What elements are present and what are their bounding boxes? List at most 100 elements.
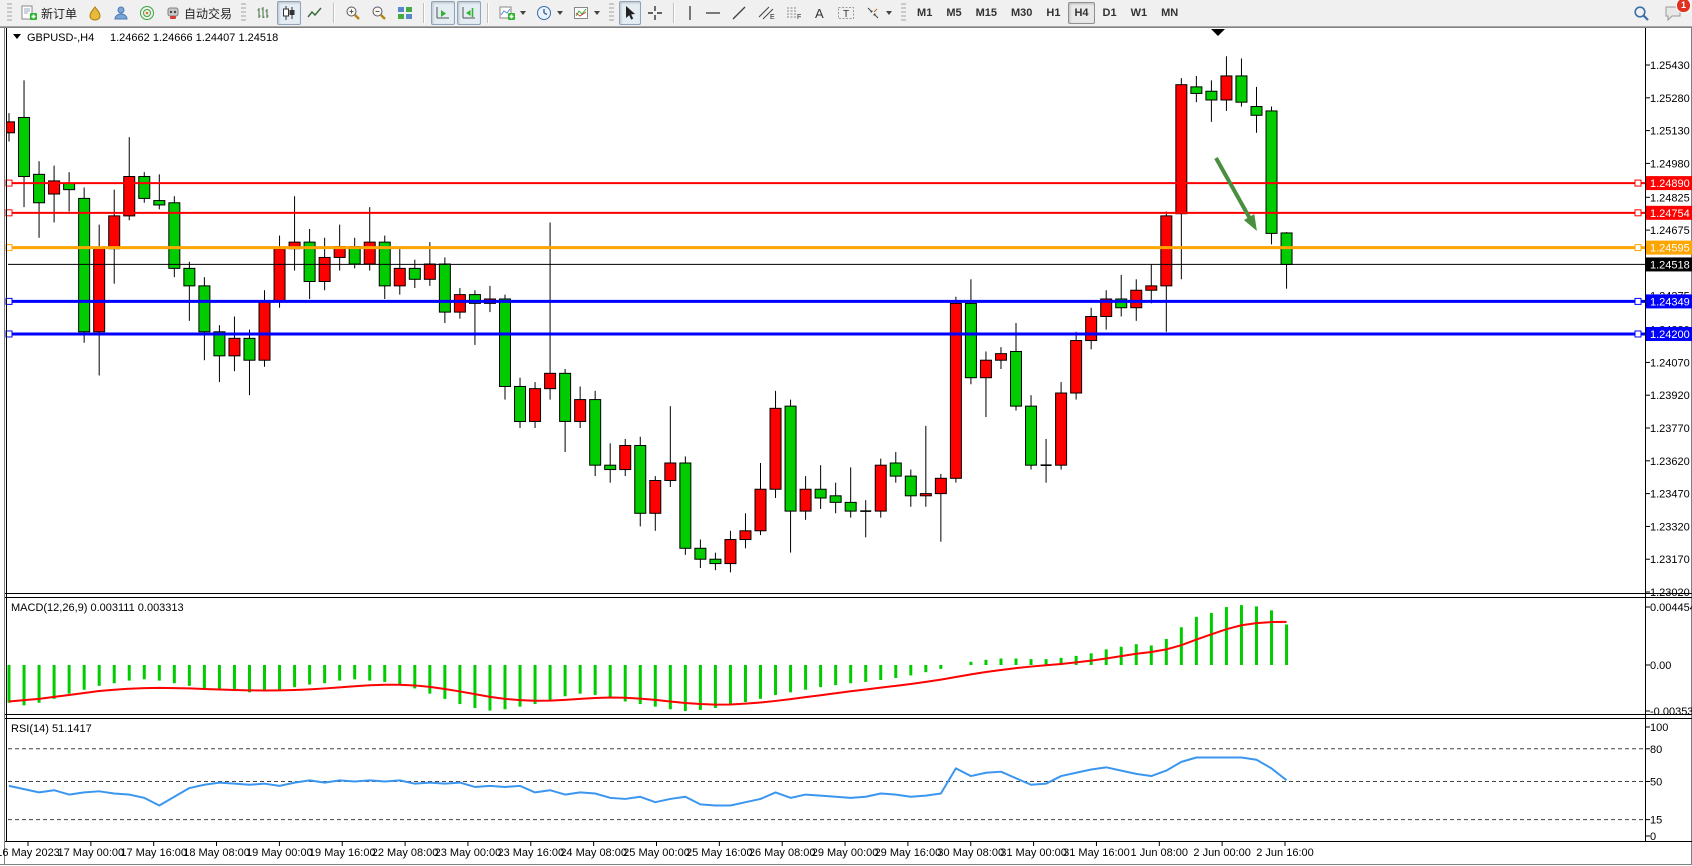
time-tick-label: 31 May 00:00 xyxy=(1000,847,1067,859)
bar-chart-type-button[interactable] xyxy=(251,1,275,25)
timeframe-d1-button[interactable]: D1 xyxy=(1102,7,1117,19)
candle-bull xyxy=(363,241,376,265)
svg-text:A: A xyxy=(815,6,824,21)
templates-button[interactable] xyxy=(569,1,604,25)
candle-bull xyxy=(919,493,932,497)
time-tick-label: 19 May 16:00 xyxy=(309,847,376,859)
chart-shift-button[interactable] xyxy=(457,1,482,25)
auto-scroll-button[interactable] xyxy=(431,1,456,25)
main-toolbar: 新订单 自动交易 xyxy=(0,0,1692,27)
text-a-icon: A xyxy=(813,5,827,21)
candle-bull xyxy=(874,464,887,512)
timeframe-h1-button[interactable]: H1 xyxy=(1046,7,1061,19)
toolbar-grip[interactable] xyxy=(7,3,12,23)
notifications-button[interactable]: 1 xyxy=(1660,0,1691,25)
text-label-icon: T xyxy=(837,5,855,21)
search-icon xyxy=(1633,5,1650,22)
equidistant-channel-tool-button[interactable]: E xyxy=(753,1,779,25)
candle-bear xyxy=(589,399,602,466)
line-anchor-right[interactable] xyxy=(1634,297,1642,305)
line-anchor-right[interactable] xyxy=(1634,179,1642,187)
candle-bear xyxy=(1265,110,1278,234)
price-line-1.24890[interactable] xyxy=(5,179,1645,187)
cursor-button[interactable] xyxy=(619,1,642,25)
fibonacci-tool-button[interactable]: F xyxy=(781,1,807,25)
text-label-tool-button[interactable]: T xyxy=(833,1,859,25)
price-badge-label: 1.24518 xyxy=(1650,259,1690,271)
tile-windows-icon xyxy=(397,5,413,21)
symbol-dropdown-icon[interactable] xyxy=(13,34,21,39)
candle-bear xyxy=(438,263,451,313)
candle-bear xyxy=(78,197,91,333)
vertical-line-tool-button[interactable] xyxy=(681,1,699,25)
toolbar-grip[interactable] xyxy=(901,3,907,23)
horizontal-line-tool-button[interactable] xyxy=(701,1,725,25)
quotes-button[interactable] xyxy=(83,1,107,25)
time-tick-label: 22 May 08:00 xyxy=(372,847,439,859)
new-order-button[interactable]: 新订单 xyxy=(17,1,81,25)
candle-bear xyxy=(514,385,527,422)
zoom-in-button[interactable] xyxy=(341,1,365,25)
candle-bull xyxy=(228,337,241,357)
signals-button[interactable] xyxy=(135,1,159,25)
rsi-panel[interactable]: 100 80 50 15 0 RSI(14) 51.1417 xyxy=(8,722,1668,843)
svg-text:F: F xyxy=(797,14,801,21)
price-tick-label: 1.23620 xyxy=(1650,456,1690,468)
line-chart-type-button[interactable] xyxy=(303,1,327,25)
price-line-1.24595[interactable] xyxy=(5,244,1645,252)
trendline-tool-button[interactable] xyxy=(727,1,751,25)
add-indicator-button[interactable] xyxy=(495,1,530,25)
macd-panel[interactable]: MACD(12,26,9) 0.003111 0.003313 0.004454 0… xyxy=(7,602,1692,718)
timeframe-m5-button[interactable]: M5 xyxy=(946,7,962,19)
timeframe-mn-button[interactable]: MN xyxy=(1161,7,1179,19)
candle-bull xyxy=(544,372,557,390)
autotrade-button[interactable]: 自动交易 xyxy=(161,1,236,25)
timeframe-m15-button[interactable]: M15 xyxy=(975,7,997,19)
chart-shift-marker-icon[interactable] xyxy=(1211,29,1225,36)
crosshair-button[interactable] xyxy=(643,1,667,25)
chart-canvas[interactable]: GBPUSD-,H4 1.24662 1.24666 1.24407 1.2451… xyxy=(0,27,1692,866)
line-anchor-right[interactable] xyxy=(1634,330,1642,338)
candle-bear xyxy=(694,547,707,560)
periods-button[interactable] xyxy=(532,1,567,25)
toolbar-grip[interactable] xyxy=(609,3,615,23)
time-tick-label: 23 May 00:00 xyxy=(435,847,502,859)
fibonacci-icon: F xyxy=(785,5,803,21)
candle-bull xyxy=(934,477,947,495)
candle-bull xyxy=(48,180,61,195)
time-tick-label: 18 May 08:00 xyxy=(183,847,250,859)
candle-bear xyxy=(33,173,46,204)
time-tick-label: 25 May 16:00 xyxy=(686,847,753,859)
zoom-out-button[interactable] xyxy=(367,1,391,25)
autotrade-robot-icon xyxy=(165,5,181,21)
text-tool-button[interactable]: A xyxy=(809,1,831,25)
candle-bear xyxy=(408,267,421,280)
timeframe-m1-button[interactable]: M1 xyxy=(917,7,933,19)
line-anchor-right[interactable] xyxy=(1634,209,1642,217)
search-button[interactable] xyxy=(1629,1,1654,25)
candle-bear xyxy=(964,302,977,379)
green-arrow-annotation[interactable] xyxy=(1214,157,1257,231)
time-tick-label: 1 Jun 08:00 xyxy=(1131,847,1189,859)
time-tick-label: 19 May 00:00 xyxy=(246,847,313,859)
toolbar-right-group: 1 xyxy=(1629,0,1691,25)
rsi-line xyxy=(8,756,1288,807)
timeframe-m30-button[interactable]: M30 xyxy=(1011,7,1033,19)
candlestick-series xyxy=(6,56,1293,573)
profile-button[interactable] xyxy=(109,1,133,25)
line-anchor-right[interactable] xyxy=(1634,244,1642,252)
price-line-1.24754[interactable] xyxy=(5,209,1645,217)
price-axis[interactable]: 1.25430 1.25280 1.25130 1.24980 1.24825 1.246… xyxy=(1645,60,1690,599)
tile-windows-button[interactable] xyxy=(393,1,417,25)
candlestick-type-button[interactable] xyxy=(277,1,302,25)
chevron-down-icon xyxy=(557,11,564,15)
candlestick-icon xyxy=(281,5,297,21)
signal-broadcast-icon xyxy=(139,5,155,21)
candle-bear xyxy=(634,445,647,514)
time-tick-label: 26 May 08:00 xyxy=(749,847,816,859)
arrows-tool-button[interactable] xyxy=(861,1,896,25)
toolbar-grip[interactable] xyxy=(241,3,247,23)
timeframe-w1-button[interactable]: W1 xyxy=(1130,7,1148,19)
timeframe-h4-button[interactable]: H4 xyxy=(1068,2,1095,24)
